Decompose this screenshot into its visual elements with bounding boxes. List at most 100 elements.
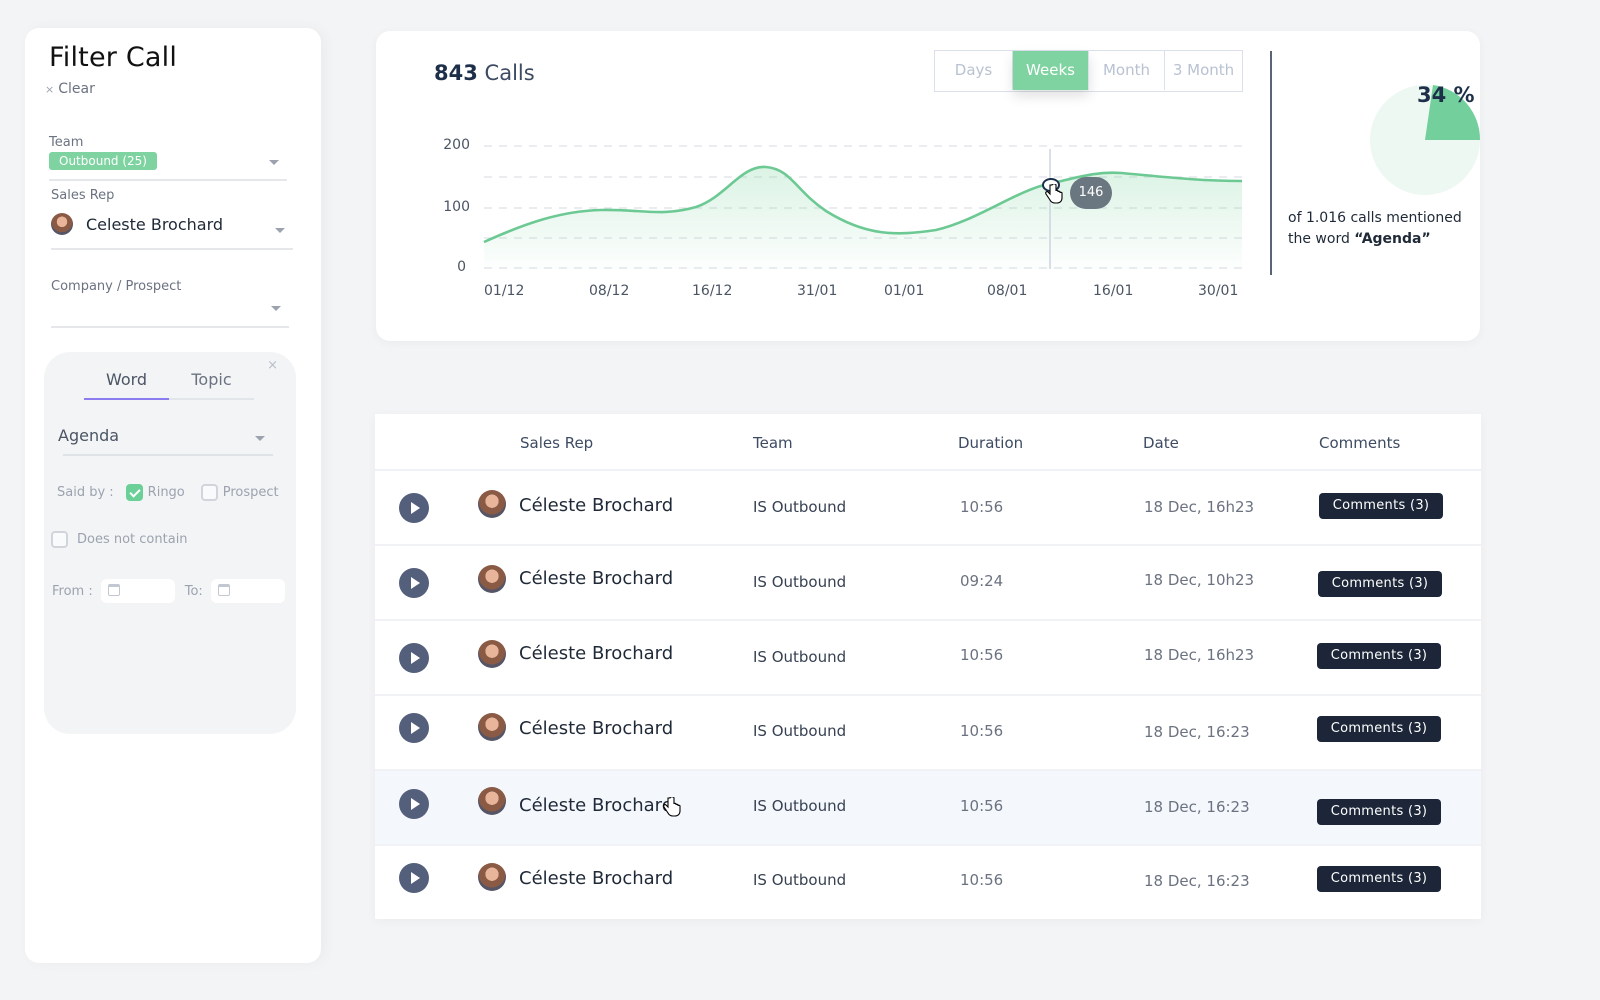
calls-suffix: Calls	[484, 61, 535, 85]
col-sales-rep[interactable]: Sales Rep	[520, 434, 594, 452]
y-tick-200: 200	[443, 137, 470, 153]
cell-duration: 10:56	[960, 871, 1004, 889]
chevron-down-icon	[269, 160, 279, 165]
table-row[interactable]: Céleste Brochard IS Outbound 09:24 18 De…	[375, 546, 1481, 621]
hand-cursor-icon	[663, 797, 681, 817]
does-not-contain-checkbox[interactable]	[51, 531, 68, 548]
range-weeks-button[interactable]: Weeks	[1013, 51, 1089, 90]
play-icon[interactable]	[399, 863, 429, 893]
close-icon[interactable]: ×	[267, 358, 278, 373]
does-not-contain-label: Does not contain	[77, 532, 188, 547]
filter-sidebar: Filter Call × Clear Team Outbound (25) Sa…	[25, 28, 321, 963]
team-chip[interactable]: Outbound (25)	[49, 152, 157, 170]
ringo-checkbox[interactable]	[125, 484, 143, 501]
filter-title: Filter Call	[49, 42, 178, 73]
cell-date: 18 Dec, 16:23	[1144, 872, 1250, 890]
cell-team: IS Outbound	[753, 797, 847, 815]
company-label: Company / Prospect	[51, 279, 182, 294]
company-prospect-select[interactable]: Company / Prospect	[51, 279, 289, 328]
comments-button[interactable]: Comments (3)	[1317, 716, 1441, 742]
cell-duration: 10:56	[960, 722, 1004, 740]
play-icon[interactable]	[399, 713, 429, 743]
clear-button[interactable]: × Clear	[45, 81, 95, 97]
cell-date: 18 Dec, 16h23	[1144, 498, 1255, 516]
comments-button[interactable]: Comments (3)	[1317, 866, 1441, 892]
avatar	[478, 640, 506, 668]
table-row[interactable]: Céleste Brochard IS Outbound 10:56 18 De…	[375, 621, 1481, 696]
col-duration[interactable]: Duration	[958, 434, 1024, 452]
calls-area-chart[interactable]	[376, 31, 1480, 341]
comments-button[interactable]: Comments (3)	[1318, 571, 1442, 597]
tab-topic[interactable]: Topic	[191, 370, 232, 389]
range-3month-button[interactable]: 3 Month	[1172, 61, 1235, 79]
word-filter-panel: × Word Topic Agenda Said by : Ringo Pros…	[44, 352, 296, 734]
pie-caption-word: “Agenda”	[1354, 231, 1431, 247]
chevron-down-icon	[271, 306, 281, 311]
calls-count: 843	[434, 61, 478, 85]
prospect-label: Prospect	[222, 485, 279, 500]
comments-button[interactable]: Comments (3)	[1317, 799, 1441, 825]
col-comments[interactable]: Comments	[1319, 434, 1401, 452]
to-date-input[interactable]	[210, 579, 285, 603]
avatar	[51, 213, 73, 235]
col-date[interactable]: Date	[1143, 434, 1179, 452]
range-month-button[interactable]: Month	[1089, 51, 1165, 90]
said-by-group: Said by : Ringo Prospect	[57, 484, 279, 501]
sales-rep-select[interactable]: Sales Rep Celeste Brochard	[51, 188, 293, 250]
cell-team: IS Outbound	[753, 498, 847, 516]
comments-button[interactable]: Comments (3)	[1317, 643, 1441, 669]
avatar	[478, 713, 506, 741]
from-date-input[interactable]	[100, 579, 175, 603]
x-tick: 08/12	[589, 283, 630, 299]
calendar-icon	[107, 584, 120, 596]
col-team[interactable]: Team	[753, 434, 793, 452]
said-by-label: Said by :	[57, 485, 114, 500]
calendar-icon	[217, 584, 230, 596]
pie-percent: 34 %	[1417, 83, 1475, 107]
prospect-checkbox[interactable]	[200, 484, 218, 501]
table-row[interactable]: Céleste Brochard IS Outbound 10:56 18 De…	[375, 771, 1481, 846]
chevron-down-icon	[255, 436, 265, 441]
cell-sales-rep: Céleste Brochard	[519, 868, 674, 889]
calls-table: Sales Rep Team Duration Date Comments Cé…	[375, 414, 1481, 919]
cell-sales-rep: Céleste Brochard	[519, 795, 674, 816]
play-icon[interactable]	[399, 493, 429, 523]
word-select[interactable]: Agenda	[58, 422, 273, 456]
chart-divider	[1270, 51, 1272, 275]
chevron-down-icon	[275, 228, 285, 233]
close-icon: ×	[45, 83, 55, 96]
cell-date: 18 Dec, 16:23	[1144, 798, 1250, 816]
range-days-button[interactable]: Days	[935, 51, 1013, 90]
table-header: Sales Rep Team Duration Date Comments	[375, 414, 1481, 471]
cell-date: 18 Dec, 16h23	[1144, 646, 1255, 664]
play-icon[interactable]	[399, 789, 429, 819]
cell-sales-rep: Céleste Brochard	[519, 643, 674, 664]
cell-team: IS Outbound	[753, 573, 847, 591]
y-tick-0: 0	[457, 259, 466, 275]
table-row[interactable]: Céleste Brochard IS Outbound 10:56 18 De…	[375, 471, 1481, 546]
chart-tooltip: 146	[1070, 177, 1112, 209]
tab-word[interactable]: Word	[84, 370, 169, 400]
cell-sales-rep: Céleste Brochard	[519, 495, 674, 516]
play-icon[interactable]	[399, 643, 429, 673]
table-row[interactable]: Céleste Brochard IS Outbound 10:56 18 De…	[375, 696, 1481, 771]
play-icon[interactable]	[399, 568, 429, 598]
word-select-value: Agenda	[58, 426, 120, 445]
calls-chart-card: 843 Calls Days Weeks Month 3 Month 200 1…	[376, 31, 1480, 341]
team-select[interactable]: Team Outbound (25)	[49, 135, 287, 181]
cell-team: IS Outbound	[753, 722, 847, 740]
to-label: To:	[184, 583, 203, 599]
cell-date: 18 Dec, 16:23	[1144, 723, 1250, 741]
ringo-label: Ringo	[147, 485, 185, 500]
cell-duration: 10:56	[960, 797, 1004, 815]
word-topic-tabs: Word Topic	[84, 370, 254, 400]
avatar	[478, 490, 506, 518]
cell-team: IS Outbound	[753, 648, 847, 666]
cell-team: IS Outbound	[753, 871, 847, 889]
comments-button[interactable]: Comments (3)	[1319, 493, 1443, 519]
x-tick: 16/12	[692, 283, 733, 299]
cell-sales-rep: Céleste Brochard	[519, 568, 674, 589]
x-tick: 31/01	[797, 283, 838, 299]
table-row[interactable]: Céleste Brochard IS Outbound 10:56 18 De…	[375, 846, 1481, 921]
hand-cursor-icon	[1045, 184, 1063, 204]
